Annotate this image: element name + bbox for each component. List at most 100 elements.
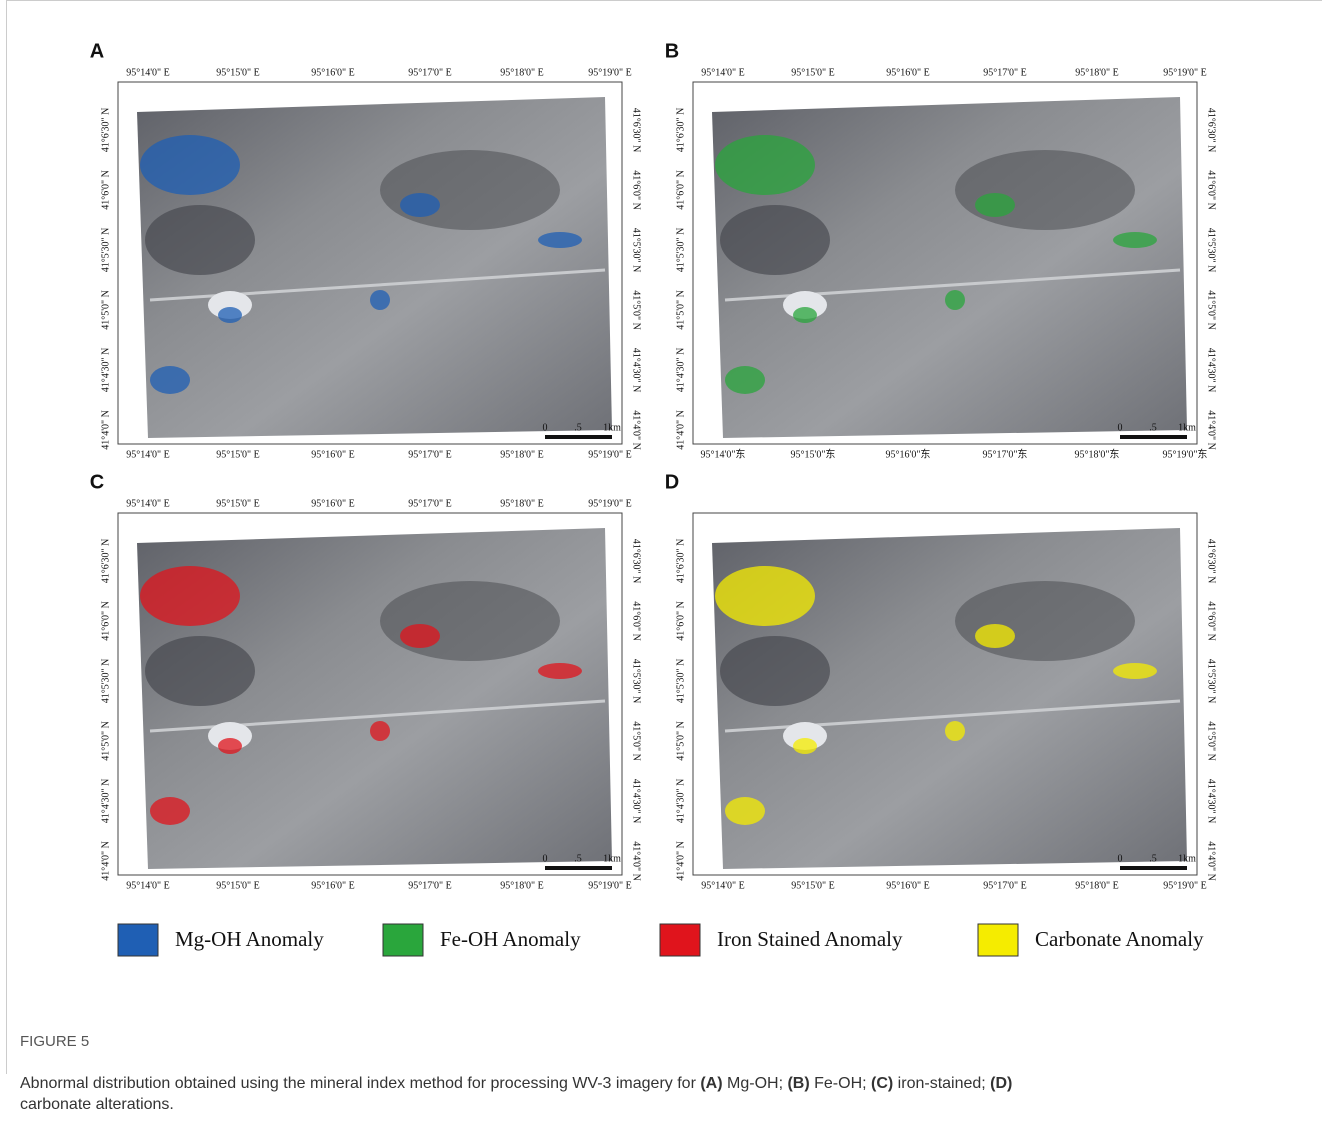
scale-label: 0: [543, 853, 548, 864]
right-tick-label: 41°5'30" N: [631, 228, 642, 273]
anomaly-patch: [725, 797, 765, 825]
caption-text: Abnormal distribution obtained using the…: [20, 1073, 1310, 1115]
right-tick-label: 41°6'30" N: [631, 108, 642, 153]
anomaly-patch: [538, 232, 582, 248]
left-tick-label: 41°5'30" N: [675, 659, 686, 704]
right-tick-label: 41°5'30" N: [631, 659, 642, 704]
top-tick-label: 95°16'0" E: [886, 67, 930, 78]
left-tick-label: 41°6'30" N: [675, 539, 686, 584]
caption-title: FIGURE 5: [20, 1031, 1310, 1052]
right-tick-label: 41°4'0" N: [1206, 410, 1217, 450]
legend-swatch: [978, 924, 1018, 956]
right-tick-label: 41°5'30" N: [1206, 228, 1217, 273]
scale-label: .5: [1149, 422, 1157, 433]
anomaly-patch: [1113, 232, 1157, 248]
top-tick-label: 95°16'0" E: [311, 498, 355, 509]
caption-segment: Abnormal distribution obtained using the…: [20, 1075, 700, 1092]
scale-label: .5: [574, 853, 582, 864]
right-tick-label: 41°4'30" N: [1206, 348, 1217, 393]
bottom-tick-label: 95°19'0" E: [588, 449, 632, 460]
top-tick-label: 95°14'0" E: [126, 67, 170, 78]
caption-panel-ref: (C): [871, 1075, 893, 1092]
bottom-tick-label: 95°18'0"东: [1075, 447, 1120, 460]
left-tick-label: 41°4'30" N: [100, 348, 111, 393]
scale-bar: [1120, 866, 1187, 870]
anomaly-patch: [218, 738, 242, 754]
right-tick-label: 41°6'30" N: [1206, 108, 1217, 153]
left-tick-label: 41°4'30" N: [675, 348, 686, 393]
scale-label: 0: [1118, 853, 1123, 864]
legend-label: Iron Stained Anomaly: [717, 927, 903, 951]
anomaly-patch: [140, 135, 240, 195]
left-tick-label: 41°4'30" N: [100, 779, 111, 824]
anomaly-patch: [150, 366, 190, 394]
bottom-tick-label: 95°14'0" E: [701, 880, 745, 891]
left-tick-label: 41°5'30" N: [100, 228, 111, 273]
anomaly-patch: [715, 135, 815, 195]
anomaly-patch: [1113, 663, 1157, 679]
caption-segment: Fe-OH;: [810, 1075, 871, 1092]
left-tick-label: 41°4'0" N: [100, 410, 111, 450]
caption: FIGURE 5 Abnormal distribution obtained …: [20, 1010, 1310, 1136]
right-tick-label: 41°5'0" N: [631, 290, 642, 330]
anomaly-patch: [400, 193, 440, 217]
left-tick-label: 41°6'30" N: [675, 108, 686, 153]
bottom-tick-label: 95°19'0" E: [588, 880, 632, 891]
dark-ridge: [720, 205, 830, 275]
caption-panel-ref: (A): [700, 1075, 722, 1092]
top-tick-label: 95°18'0" E: [500, 498, 544, 509]
legend-swatch: [383, 924, 423, 956]
bottom-tick-label: 95°14'0" E: [126, 880, 170, 891]
bottom-tick-label: 95°15'0" E: [216, 880, 260, 891]
scale-bar: [545, 866, 612, 870]
left-tick-label: 41°5'0" N: [100, 290, 111, 330]
right-tick-label: 41°5'0" N: [1206, 290, 1217, 330]
caption-segment: iron-stained;: [893, 1075, 990, 1092]
bottom-tick-label: 95°14'0"东: [701, 447, 746, 460]
bottom-tick-label: 95°18'0" E: [1075, 880, 1119, 891]
dark-ridge: [955, 581, 1135, 661]
bottom-tick-label: 95°16'0" E: [311, 880, 355, 891]
top-tick-label: 95°19'0" E: [588, 498, 632, 509]
top-tick-label: 95°14'0" E: [701, 67, 745, 78]
right-tick-label: 41°5'0" N: [631, 721, 642, 761]
left-tick-label: 41°5'0" N: [100, 721, 111, 761]
legend-label: Fe-OH Anomaly: [440, 927, 581, 951]
left-tick-label: 41°5'0" N: [675, 290, 686, 330]
top-tick-label: 95°17'0" E: [408, 498, 452, 509]
scale-label: 1km: [1178, 422, 1196, 433]
right-tick-label: 41°5'30" N: [1206, 659, 1217, 704]
scale-label: 0: [543, 422, 548, 433]
caption-panel-ref: (B): [787, 1075, 809, 1092]
bottom-tick-label: 95°17'0"东: [983, 447, 1028, 460]
anomaly-patch: [945, 290, 965, 310]
anomaly-patch: [975, 624, 1015, 648]
scale-bar: [545, 435, 612, 439]
bottom-tick-label: 95°19'0" E: [1163, 880, 1207, 891]
left-tick-label: 41°4'0" N: [675, 841, 686, 881]
dark-ridge: [145, 205, 255, 275]
caption-segment: Mg-OH;: [723, 1075, 788, 1092]
dark-ridge: [955, 150, 1135, 230]
right-tick-label: 41°6'30" N: [631, 539, 642, 584]
left-tick-label: 41°5'0" N: [675, 721, 686, 761]
left-tick-label: 41°6'0" N: [100, 601, 111, 641]
legend-swatch: [660, 924, 700, 956]
right-tick-label: 41°4'30" N: [631, 779, 642, 824]
left-tick-label: 41°4'0" N: [675, 410, 686, 450]
anomaly-patch: [538, 663, 582, 679]
legend-swatch: [118, 924, 158, 956]
panel-label: B: [665, 40, 679, 62]
dark-ridge: [380, 150, 560, 230]
panel-label: D: [665, 471, 679, 493]
right-tick-label: 41°4'30" N: [1206, 779, 1217, 824]
anomaly-patch: [150, 797, 190, 825]
anomaly-patch: [793, 738, 817, 754]
left-tick-label: 41°4'0" N: [100, 841, 111, 881]
anomaly-patch: [975, 193, 1015, 217]
top-tick-label: 95°19'0" E: [1163, 67, 1207, 78]
anomaly-patch: [140, 566, 240, 626]
scale-label: 1km: [603, 853, 621, 864]
bottom-tick-label: 95°15'0" E: [791, 880, 835, 891]
